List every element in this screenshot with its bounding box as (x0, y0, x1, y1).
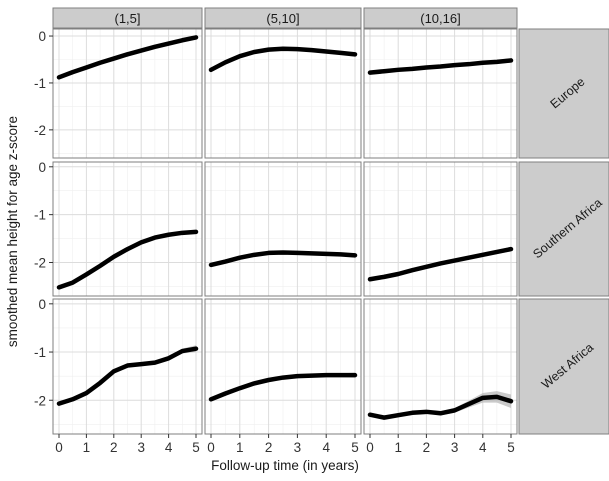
panel-r0-c2 (363, 28, 518, 159)
x-tick-label: 1 (394, 440, 402, 455)
series-line (56, 346, 199, 406)
y-tick-label: -1 (34, 345, 46, 360)
x-tick-label: 1 (236, 440, 244, 455)
facet-strip-row-0 (518, 28, 609, 159)
x-tick-label: 4 (479, 440, 487, 455)
panel-border (52, 161, 203, 297)
x-tick-label: 5 (507, 440, 515, 455)
facet-strip-col-0 (52, 7, 203, 29)
y-tick-label: -1 (34, 76, 46, 91)
facet-label-col-1: (5,10] (266, 11, 299, 26)
facet-strip-row-1 (518, 161, 609, 297)
x-tick-label: 0 (366, 440, 374, 455)
panel-border (363, 161, 518, 297)
series-line (208, 372, 358, 402)
panel-r2-c2 (363, 298, 518, 435)
panel-r2-c1 (204, 298, 362, 435)
panel-border (52, 28, 203, 159)
panel-r1-c1 (204, 161, 362, 297)
x-tick-label: 4 (322, 440, 330, 455)
series-line (208, 250, 358, 268)
y-axis-title: smoothed mean height for age z-score (5, 116, 20, 347)
series-line (208, 46, 358, 73)
x-tick-label: 3 (451, 440, 459, 455)
x-tick-label: 3 (137, 440, 145, 455)
y-tick-label: -1 (34, 208, 46, 223)
x-tick-label: 2 (110, 440, 118, 455)
series-line (56, 229, 199, 290)
y-tick-label: -2 (34, 393, 46, 408)
facet-strip-row-2 (518, 298, 609, 435)
x-tick-label: 2 (423, 440, 431, 455)
x-tick-label: 0 (55, 440, 63, 455)
series-line (367, 246, 514, 282)
panel-border (52, 298, 203, 435)
panel-r1-c0 (52, 161, 203, 297)
x-tick-label: 5 (192, 440, 200, 455)
x-axis-title: Follow-up time (in years) (211, 458, 359, 473)
panel-border (363, 28, 518, 159)
panel-border (204, 298, 362, 435)
panel-border (204, 161, 362, 297)
panel-r2-c0 (52, 298, 203, 435)
series-line (367, 394, 514, 420)
x-tick-label: 1 (83, 440, 91, 455)
series-line (367, 58, 514, 75)
y-tick-label: 0 (38, 297, 46, 312)
y-tick-label: -2 (34, 123, 46, 138)
series-line (56, 35, 199, 80)
panel-r0-c1 (204, 28, 362, 159)
panel-border (363, 298, 518, 435)
facet-label-col-0: (1,5] (114, 11, 140, 26)
facet-strip-col-1 (204, 7, 362, 29)
x-tick-label: 4 (165, 440, 173, 455)
y-tick-label: -2 (34, 256, 46, 271)
panel-r0-c0 (52, 28, 203, 159)
y-tick-label: 0 (38, 160, 46, 175)
facet-label-col-2: (10,16] (420, 11, 460, 26)
x-tick-label: 2 (265, 440, 273, 455)
x-tick-label: 5 (351, 440, 359, 455)
x-tick-label: 0 (207, 440, 215, 455)
y-tick-label: 0 (38, 29, 46, 44)
facet-strip-col-2 (363, 7, 518, 29)
x-tick-label: 3 (294, 440, 302, 455)
panel-r1-c2 (363, 161, 518, 297)
panel-border (204, 28, 362, 159)
